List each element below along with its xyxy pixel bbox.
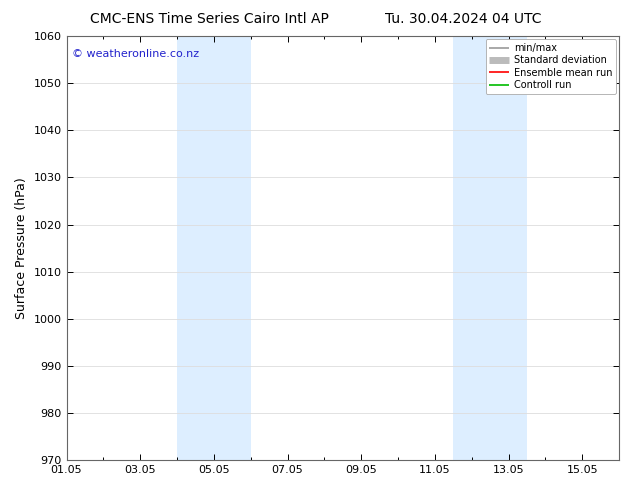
Bar (177, 36, 250, 460)
Text: CMC-ENS Time Series Cairo Intl AP: CMC-ENS Time Series Cairo Intl AP (90, 12, 328, 26)
Legend: min/max, Standard deviation, Ensemble mean run, Controll run: min/max, Standard deviation, Ensemble me… (486, 39, 616, 94)
Text: © weatheronline.co.nz: © weatheronline.co.nz (72, 49, 199, 59)
Bar (453, 36, 527, 460)
Text: Tu. 30.04.2024 04 UTC: Tu. 30.04.2024 04 UTC (385, 12, 541, 26)
Y-axis label: Surface Pressure (hPa): Surface Pressure (hPa) (15, 177, 28, 319)
